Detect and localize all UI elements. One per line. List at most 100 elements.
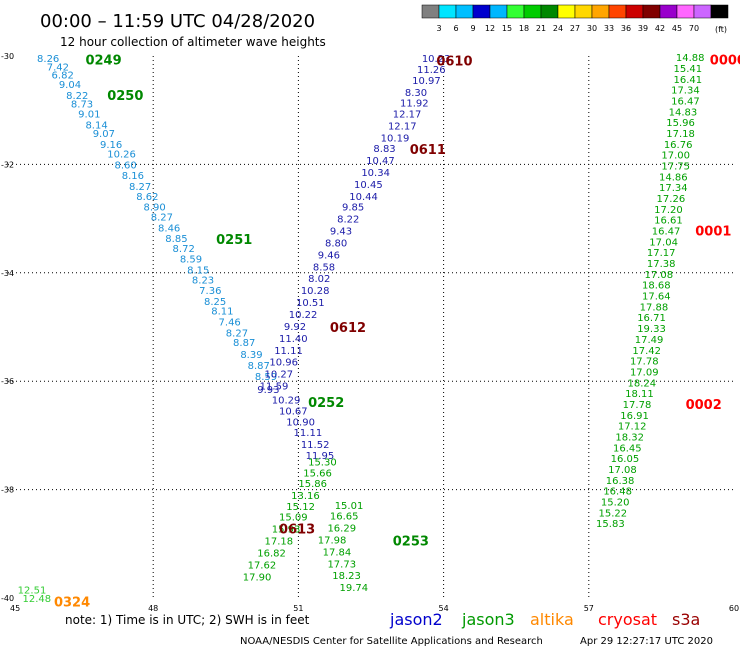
wave-height-value: 15.66 (303, 468, 332, 479)
pass-label: 0251 (216, 233, 252, 248)
wave-height-value: 17.08 (608, 465, 637, 476)
colorbar-tick-label: 9 (470, 24, 475, 33)
wave-height-value: 19.33 (637, 324, 666, 335)
legend-altika: altika (530, 610, 574, 629)
colorbar-swatch (710, 4, 729, 19)
y-tick-label: -34 (1, 269, 14, 278)
pass-label: 0610 (436, 54, 472, 69)
wave-height-value: 10.67 (279, 406, 308, 417)
wave-height-value: 11.92 (400, 99, 429, 110)
wave-height-value: 17.17 (647, 248, 676, 259)
colorbar-tick-label: 42 (655, 24, 665, 33)
wave-height-value: 8.80 (325, 238, 347, 249)
wave-height-value: 10.27 (265, 370, 294, 381)
wave-height-value: 8.27 (129, 182, 151, 193)
colorbar-tick-label: 6 (453, 24, 458, 33)
y-tick-label: -30 (1, 52, 14, 61)
wave-height-value: 9.07 (93, 129, 115, 140)
wave-height-value: 16.38 (606, 476, 635, 487)
wave-height-value: 17.18 (265, 537, 294, 548)
wave-height-value: 17.64 (642, 292, 671, 303)
wave-height-value: 8.58 (313, 262, 335, 273)
colorbar-tick-label: 18 (519, 24, 529, 33)
wave-height-value: 15.83 (596, 519, 625, 530)
pass-label: 0612 (330, 321, 366, 336)
wave-height-value: 10.90 (286, 417, 315, 428)
wave-height-value: 16.65 (330, 512, 359, 523)
colorbar: 3 6 9 12 15 18 21 24 27 30 33 36 39 42 45 70 (421, 4, 729, 33)
wave-height-value: 18.11 (625, 389, 654, 400)
wave-height-value: 18.32 (615, 432, 644, 443)
wave-height-value: 16.48 (603, 487, 632, 498)
wave-height-value: 8.46 (158, 223, 180, 234)
wave-height-value: 11.26 (417, 65, 446, 76)
wave-height-value: 17.42 (632, 346, 661, 357)
wave-height-value: 7.36 (199, 286, 221, 297)
satellite-legend: jason2 jason3 altika cryosat s3a (389, 610, 700, 629)
wave-height-value: 16.82 (257, 548, 286, 559)
wave-height-value: 16.76 (664, 140, 693, 151)
colorbar-swatch (676, 4, 695, 19)
colorbar-swatch (659, 4, 678, 19)
legend-s3a: s3a (672, 610, 700, 629)
pass-label: 0253 (393, 535, 429, 550)
wave-height-value: 11.52 (301, 440, 330, 451)
colorbar-tick-label: 27 (570, 24, 580, 33)
wave-height-value: 11.11 (294, 428, 323, 439)
colorbar-swatch (557, 4, 576, 19)
wave-height-value: 17.26 (657, 194, 686, 205)
wave-height-value: 17.18 (666, 129, 695, 140)
pass-label: 0249 (85, 53, 121, 68)
wave-height-value: 17.49 (635, 335, 664, 346)
colorbar-swatch (489, 4, 508, 19)
colorbar-tick-label: 12 (485, 24, 495, 33)
colorbar-tick-label: 30 (587, 24, 597, 33)
wave-height-value: 16.61 (654, 216, 683, 227)
wave-height-value: 10.97 (412, 76, 441, 87)
wave-height-value: 17.20 (654, 205, 683, 216)
wave-height-value: 15.86 (298, 479, 327, 490)
colorbar-swatch (608, 4, 627, 19)
legend-jason3: jason3 (461, 610, 515, 629)
wave-height-value: 8.27 (226, 328, 248, 339)
pass-label: 0324 (54, 595, 90, 610)
y-tick-label: -40 (1, 594, 14, 603)
colorbar-swatch (625, 4, 644, 19)
x-tick-label: 51 (293, 604, 303, 613)
wave-height-value: 15.20 (601, 498, 630, 509)
wave-height-value: 18.68 (642, 281, 671, 292)
wave-height-value: 9.93 (257, 385, 279, 396)
colorbar-swatch (591, 4, 610, 19)
wave-height-value: 8.30 (405, 88, 427, 99)
data-points: 8.267.426.829.048.228.739.018.149.079.16… (18, 53, 705, 605)
footer-note: note: 1) Time is in UTC; 2) SWH is in fe… (65, 613, 310, 627)
wave-height-value: 16.41 (674, 75, 703, 86)
pass-label: 0613 (279, 523, 315, 538)
wave-height-value: 6.82 (52, 70, 74, 81)
wave-height-value: 9.04 (59, 80, 81, 91)
colorbar-tick-label: 70 (689, 24, 699, 33)
wave-height-value: 8.25 (204, 297, 226, 308)
wave-height-value: 17.34 (659, 183, 688, 194)
colorbar-swatch (455, 4, 474, 19)
wave-height-value: 17.75 (661, 161, 690, 172)
wave-height-value: 8.87 (233, 338, 255, 349)
wave-height-value: 15.09 (279, 513, 308, 524)
colorbar-swatch (642, 4, 661, 19)
y-tick-label: -38 (1, 486, 14, 495)
wave-height-value: 17.90 (243, 572, 272, 583)
wave-height-value: 13.16 (291, 491, 320, 502)
footer-timestamp: Apr 29 12:27:17 UTC 2020 (580, 636, 713, 647)
wave-height-value: 17.84 (323, 547, 352, 558)
colorbar-swatch (574, 4, 593, 19)
wave-height-value: 8.02 (308, 274, 330, 285)
wave-height-value: 16.47 (671, 96, 700, 107)
wave-height-value: 12.17 (393, 109, 422, 120)
wave-height-value: 7.46 (219, 318, 241, 329)
wave-height-value: 10.47 (366, 156, 395, 167)
wave-height-value: 17.98 (318, 535, 347, 546)
y-tick-label: -32 (1, 160, 14, 169)
wave-height-value: 15.96 (666, 118, 695, 129)
wave-height-value: 19.74 (340, 583, 369, 594)
